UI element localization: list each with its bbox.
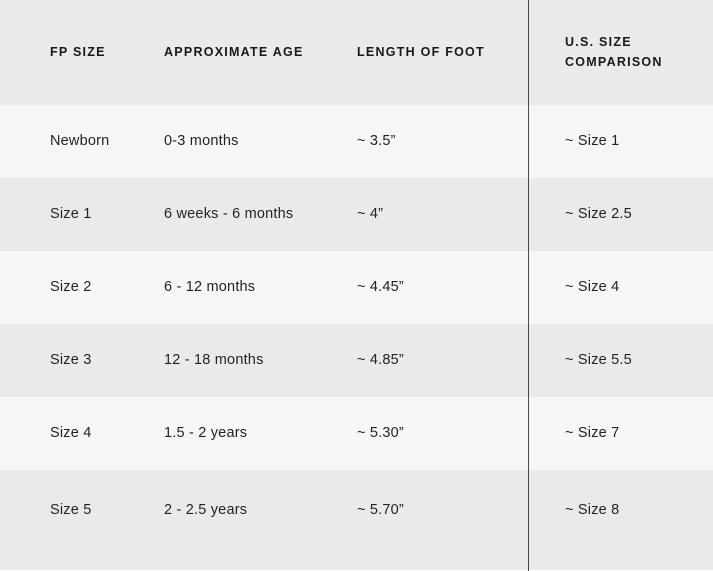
cell-us-size-comparison: ~ Size 1 [565, 133, 620, 150]
table-header-row: FP SIZE APPROXIMATE AGE LENGTH OF FOOT U… [0, 0, 713, 105]
cell-approximate-age: 6 weeks - 6 months [164, 206, 294, 223]
table-row: Size 5 2 - 2.5 years ~ 5.70” ~ Size 8 [0, 470, 713, 570]
cell-fp-size: Size 5 [50, 502, 92, 518]
table-row: Size 4 1.5 - 2 years ~ 5.30” ~ Size 7 [0, 397, 713, 470]
cell-length-of-foot: ~ 3.5” [357, 133, 396, 150]
cell-approximate-age: 1.5 - 2 years [164, 425, 248, 442]
cell-us-size-comparison: ~ Size 4 [565, 279, 620, 296]
cell-us-size-comparison: ~ Size 5.5 [565, 352, 632, 369]
cell-fp-size: Newborn [50, 133, 110, 150]
table-row: Newborn 0-3 months ~ 3.5” ~ Size 1 [0, 105, 713, 178]
column-header-length-of-foot: LENGTH OF FOOT [357, 44, 485, 59]
table-row: Size 2 6 - 12 months ~ 4.45” ~ Size 4 [0, 251, 713, 324]
cell-approximate-age: 0-3 months [164, 133, 239, 150]
column-header-fp-size: FP SIZE [50, 44, 106, 59]
cell-fp-size: Size 3 [50, 352, 92, 369]
cell-us-size-comparison: ~ Size 2.5 [565, 206, 632, 223]
cell-approximate-age: 6 - 12 months [164, 279, 256, 296]
column-divider [528, 0, 529, 571]
table-row: Size 1 6 weeks - 6 months ~ 4” ~ Size 2.… [0, 178, 713, 251]
cell-length-of-foot: ~ 5.70” [357, 502, 404, 518]
cell-length-of-foot: ~ 4” [357, 206, 384, 223]
cell-approximate-age: 2 - 2.5 years [164, 502, 248, 518]
cell-length-of-foot: ~ 5.30” [357, 425, 404, 442]
cell-fp-size: Size 4 [50, 425, 92, 442]
column-header-us-size-comparison: U.S. SIZE COMPARISON [565, 35, 663, 69]
cell-us-size-comparison: ~ Size 8 [565, 502, 620, 518]
cell-fp-size: Size 2 [50, 279, 92, 296]
cell-fp-size: Size 1 [50, 206, 92, 223]
table-row: Size 3 12 - 18 months ~ 4.85” ~ Size 5.5 [0, 324, 713, 397]
cell-us-size-comparison: ~ Size 7 [565, 425, 620, 442]
column-header-approximate-age: APPROXIMATE AGE [164, 44, 304, 59]
cell-length-of-foot: ~ 4.85” [357, 352, 404, 369]
cell-length-of-foot: ~ 4.45” [357, 279, 404, 296]
cell-approximate-age: 12 - 18 months [164, 352, 264, 369]
